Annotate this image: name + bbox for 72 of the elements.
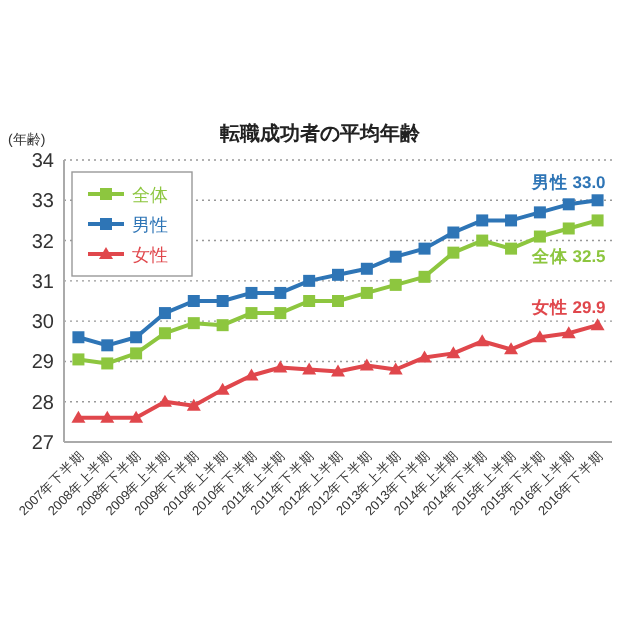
y-tick-label: 29 bbox=[31, 352, 55, 375]
point bbox=[533, 230, 546, 243]
y-tick-label: 33 bbox=[31, 191, 55, 214]
point bbox=[158, 307, 171, 320]
point bbox=[418, 242, 431, 255]
y-tick-label: 28 bbox=[31, 392, 55, 415]
point bbox=[245, 307, 258, 320]
y-tick-label: 31 bbox=[31, 271, 55, 294]
point bbox=[216, 295, 229, 307]
annotation: 男性 33.0 bbox=[529, 172, 607, 193]
point bbox=[100, 410, 115, 423]
annotation: 全体 32.5 bbox=[529, 246, 607, 267]
legend-label: 全体 bbox=[132, 185, 168, 205]
point bbox=[187, 317, 200, 330]
point bbox=[533, 206, 546, 219]
point bbox=[215, 382, 230, 395]
legend-label: 女性 bbox=[132, 245, 168, 265]
point bbox=[187, 295, 200, 307]
point bbox=[562, 222, 575, 235]
point bbox=[130, 331, 143, 344]
point bbox=[447, 246, 460, 259]
point bbox=[505, 214, 518, 227]
point bbox=[591, 214, 604, 227]
point bbox=[72, 353, 85, 366]
point bbox=[72, 331, 85, 344]
point bbox=[360, 262, 373, 275]
y-tick-label: 30 bbox=[31, 312, 55, 335]
point bbox=[504, 342, 519, 355]
point bbox=[359, 358, 374, 371]
point bbox=[475, 334, 490, 347]
point bbox=[532, 330, 547, 343]
annotation: 女性 29.9 bbox=[529, 297, 607, 318]
point bbox=[388, 362, 403, 375]
point bbox=[274, 286, 287, 299]
point bbox=[591, 194, 604, 207]
point bbox=[244, 368, 259, 381]
point bbox=[129, 410, 144, 423]
point bbox=[476, 214, 489, 227]
point bbox=[101, 357, 114, 370]
point bbox=[332, 295, 344, 307]
point bbox=[417, 350, 432, 363]
point bbox=[101, 339, 114, 352]
point bbox=[561, 326, 576, 339]
point bbox=[562, 198, 575, 211]
point bbox=[505, 242, 518, 255]
point bbox=[130, 347, 143, 360]
point bbox=[245, 286, 258, 299]
legend-label: 男性 bbox=[132, 215, 168, 235]
point bbox=[446, 346, 461, 359]
point bbox=[332, 268, 344, 281]
y-tick-label: 32 bbox=[31, 231, 55, 254]
point bbox=[303, 274, 316, 287]
point bbox=[447, 226, 460, 239]
point bbox=[418, 270, 431, 283]
point bbox=[302, 362, 317, 375]
y-tick-label: 34 bbox=[31, 151, 55, 173]
point bbox=[71, 410, 86, 423]
point bbox=[331, 364, 345, 377]
point bbox=[273, 360, 288, 373]
chart-title: 転職成功者の平均年齢 bbox=[218, 122, 422, 146]
point bbox=[157, 394, 172, 407]
point bbox=[389, 278, 402, 291]
y-tick-label: 27 bbox=[31, 433, 55, 455]
point bbox=[158, 327, 171, 340]
point bbox=[216, 319, 229, 332]
point bbox=[274, 307, 287, 320]
point bbox=[186, 398, 201, 411]
point bbox=[360, 286, 373, 299]
point bbox=[389, 250, 402, 263]
point bbox=[476, 234, 489, 247]
point bbox=[303, 295, 316, 307]
point bbox=[590, 318, 605, 331]
